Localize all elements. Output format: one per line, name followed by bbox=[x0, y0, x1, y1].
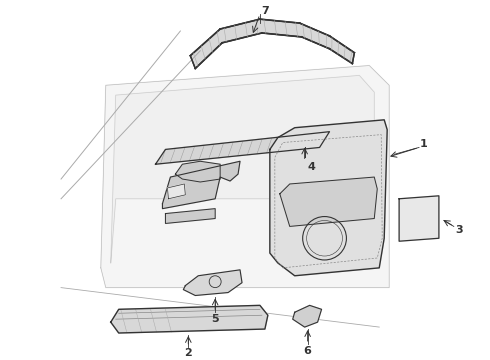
Polygon shape bbox=[111, 305, 268, 333]
Polygon shape bbox=[183, 270, 242, 296]
Polygon shape bbox=[280, 177, 377, 226]
Text: 4: 4 bbox=[308, 162, 316, 172]
Polygon shape bbox=[175, 161, 220, 182]
Text: 1: 1 bbox=[420, 139, 428, 149]
Polygon shape bbox=[190, 19, 354, 68]
Polygon shape bbox=[399, 196, 439, 241]
Polygon shape bbox=[293, 305, 321, 327]
Polygon shape bbox=[168, 184, 185, 199]
Polygon shape bbox=[166, 209, 215, 224]
Text: 2: 2 bbox=[184, 348, 192, 358]
Polygon shape bbox=[270, 120, 387, 276]
Text: 3: 3 bbox=[455, 225, 463, 235]
Text: 5: 5 bbox=[211, 314, 219, 324]
Text: 6: 6 bbox=[304, 346, 312, 356]
Polygon shape bbox=[163, 161, 240, 209]
Polygon shape bbox=[111, 75, 374, 263]
Polygon shape bbox=[155, 132, 329, 164]
Polygon shape bbox=[101, 66, 389, 288]
Text: 7: 7 bbox=[261, 6, 269, 16]
